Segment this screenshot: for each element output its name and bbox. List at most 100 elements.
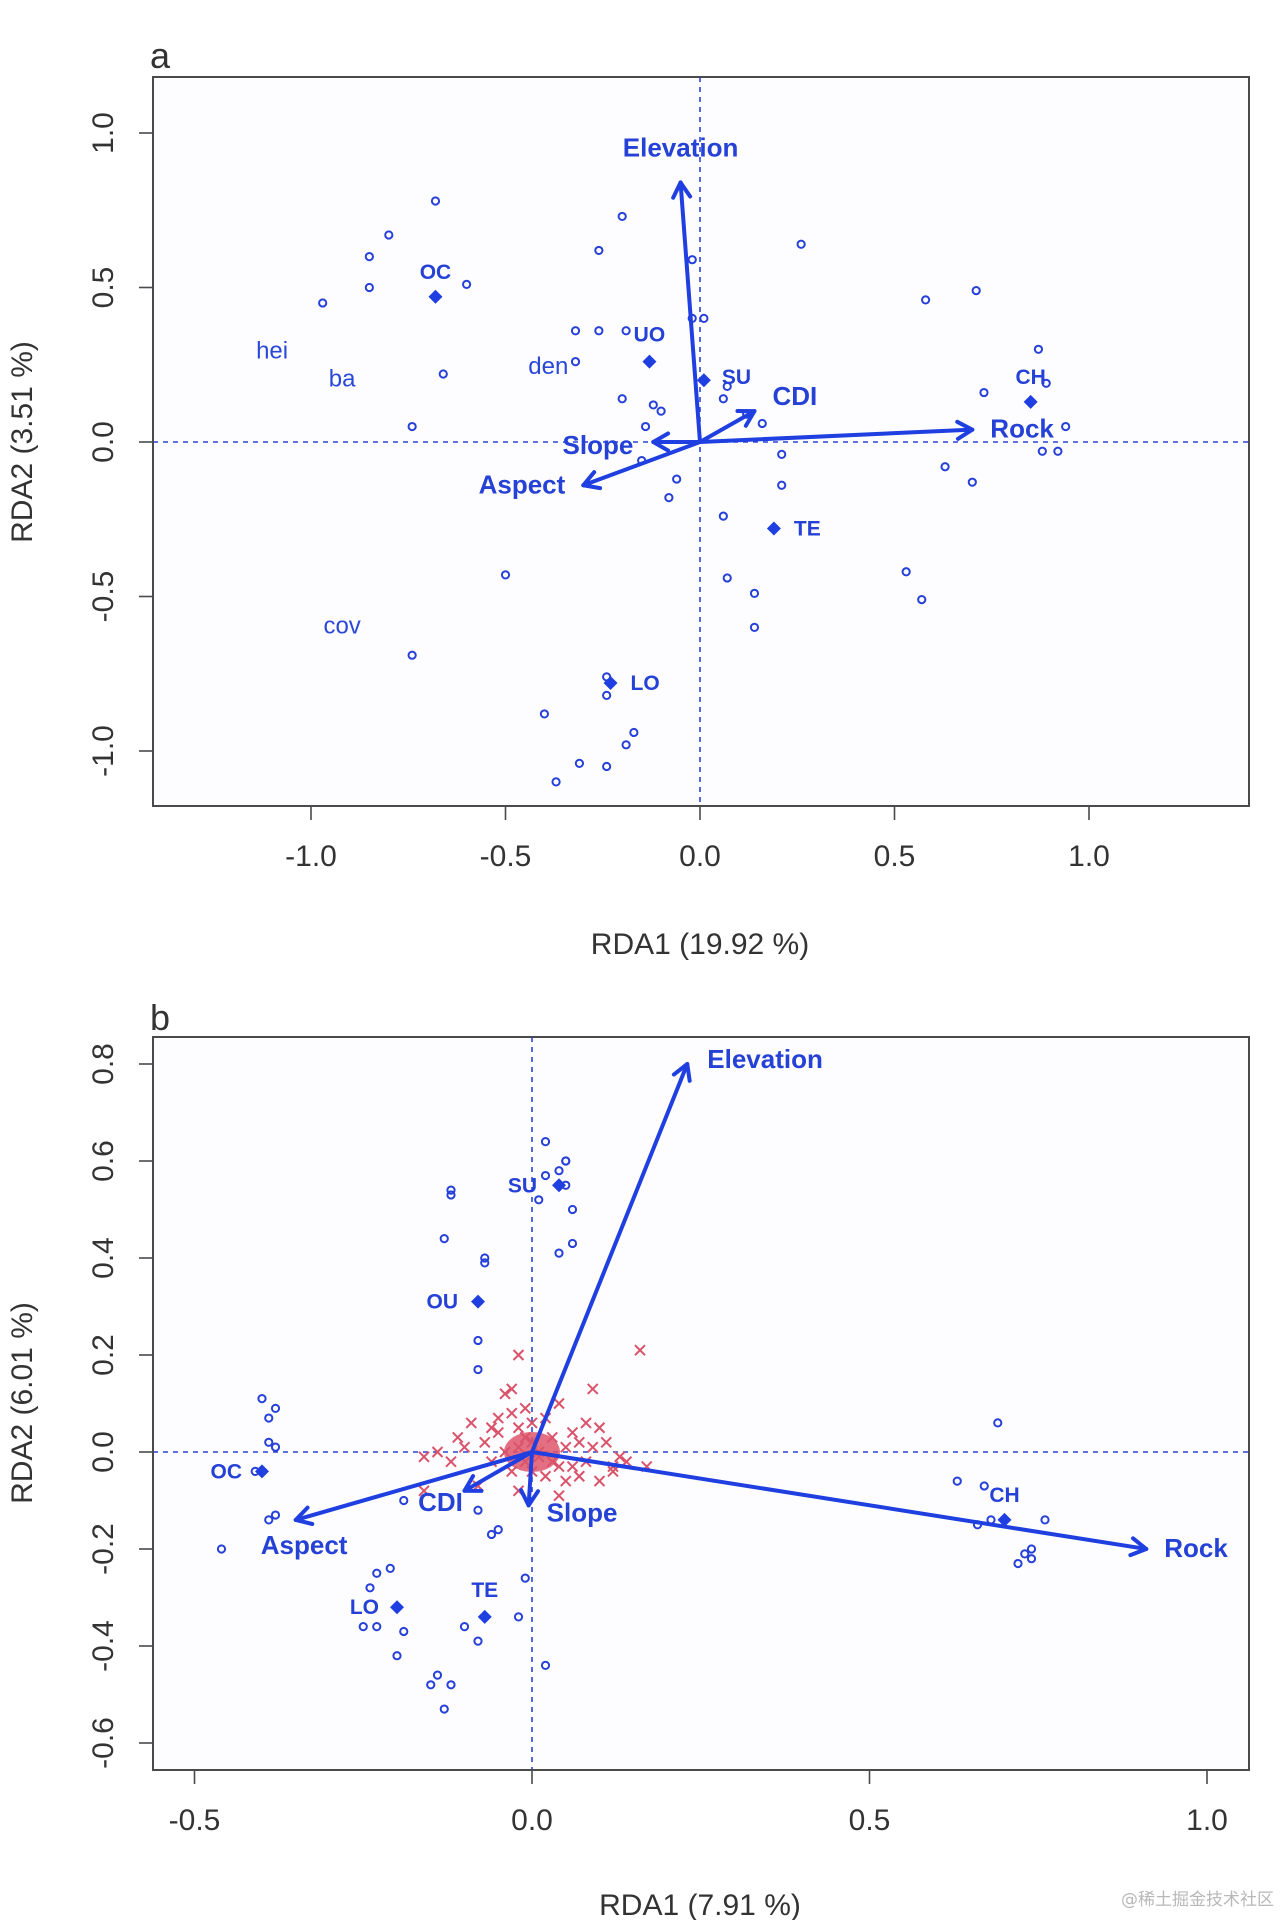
site-point — [1041, 378, 1051, 388]
species-point — [512, 1441, 525, 1453]
site-point — [500, 570, 511, 580]
x-axis-label-a: RDA1 (19.92 %) — [591, 928, 809, 961]
site-point — [672, 474, 682, 484]
site-point — [439, 1704, 449, 1714]
species-point — [553, 1460, 565, 1473]
arrows-b: Elevation Rock Aspect CDI Slope — [261, 1044, 1229, 1563]
centroid-label: SU — [722, 366, 751, 389]
site-point — [921, 295, 931, 305]
centroid-ch: CH — [989, 1484, 1020, 1527]
arrow-shaft — [293, 1450, 534, 1522]
site-point — [459, 1622, 470, 1632]
site-point — [554, 1248, 564, 1258]
species-point — [600, 1436, 612, 1449]
site-point — [372, 1622, 382, 1632]
y-tick-label: 0.5 — [87, 267, 120, 309]
site-point — [777, 449, 787, 459]
site-point — [534, 1195, 544, 1205]
y-tick-label: 0.2 — [87, 1334, 120, 1376]
arrow-shaft — [581, 440, 702, 488]
arrow-elevation: Elevation — [530, 1044, 823, 1454]
plot-frame-b — [152, 1036, 1250, 1771]
centroid-su: SU — [696, 366, 751, 389]
site-point — [917, 594, 927, 605]
species-point — [573, 1436, 585, 1449]
site-point — [699, 313, 709, 323]
panel-label-a: a — [150, 35, 171, 76]
site-point — [1040, 1515, 1050, 1525]
site-point — [540, 1170, 551, 1181]
arrow-head — [735, 408, 757, 428]
species-point — [553, 1489, 565, 1502]
site-point — [1061, 421, 1071, 432]
y-tick-label: -0.6 — [87, 1717, 120, 1769]
species-point — [560, 1441, 572, 1453]
site-point — [513, 1612, 524, 1622]
species-point — [445, 1455, 457, 1468]
arrow-label: CDI — [772, 381, 817, 411]
site-point — [971, 285, 981, 296]
arrow-head — [293, 1505, 315, 1527]
site-point — [1033, 344, 1044, 354]
watermark: @稀土掘金技术社区 — [1121, 1890, 1274, 1910]
y-tick-label: 0.0 — [87, 1431, 120, 1473]
site-point — [446, 1190, 456, 1200]
species-label: cov — [323, 613, 360, 640]
site-point — [426, 1680, 436, 1690]
arrow-label: Rock — [1164, 1533, 1228, 1563]
site-point — [480, 1258, 490, 1268]
species-point — [553, 1397, 565, 1410]
site-point — [264, 1437, 274, 1447]
centroid-uo: UO — [634, 324, 665, 369]
site-point — [664, 493, 674, 503]
arrow-head — [651, 431, 671, 453]
site-point — [1053, 446, 1063, 456]
arrow-label: Aspect — [261, 1530, 348, 1560]
site-point — [365, 1583, 375, 1593]
centroid-oc: OC — [211, 1460, 269, 1483]
species-point — [539, 1470, 552, 1482]
site-point — [430, 196, 441, 206]
x-tick-label: -0.5 — [169, 1804, 221, 1837]
arrow-label: Slope — [563, 430, 634, 460]
site-point — [777, 480, 787, 490]
site-point — [967, 477, 977, 487]
centroid-lo: LO — [603, 672, 660, 695]
site-points-b — [216, 1137, 1050, 1714]
panel-b: b -0.5 0.0 0.5 1.0 -0.6 -0.4 -0.2 0.0 0.2 0.4 0.6 0… — [6, 997, 1250, 1920]
y-tick-label: 1.0 — [87, 112, 120, 154]
site-point — [979, 1481, 989, 1491]
site-point — [399, 1495, 409, 1506]
species-point — [506, 1407, 518, 1419]
site-point — [567, 1204, 578, 1215]
species-point — [546, 1431, 558, 1444]
centroid-marker — [997, 1512, 1012, 1527]
x-tick-label: 0.0 — [679, 840, 721, 873]
species-point — [431, 1446, 444, 1458]
site-point — [570, 357, 581, 367]
site-point — [439, 1234, 449, 1244]
site-point — [385, 1563, 395, 1574]
site-point — [952, 1476, 962, 1486]
arrows-a: Elevation Rock CDI Slope Aspect — [479, 132, 1055, 499]
site-point — [940, 462, 950, 472]
site-point — [594, 326, 604, 336]
site-point — [757, 418, 767, 429]
species-point — [560, 1475, 572, 1487]
centroid-label: LO — [350, 1596, 379, 1619]
arrow-shaft — [678, 180, 702, 444]
arrow-label: Elevation — [707, 1044, 823, 1074]
site-point — [617, 394, 627, 404]
centroid-marker — [471, 1294, 485, 1309]
site-point — [540, 1660, 551, 1671]
y-tick-label: 0.6 — [87, 1140, 120, 1182]
species-point — [479, 1436, 491, 1449]
site-point — [270, 1403, 281, 1413]
site-point — [602, 761, 612, 772]
species-point — [452, 1431, 464, 1444]
y-tick-label: 0.0 — [87, 421, 120, 463]
site-point — [473, 1335, 483, 1346]
centroid-label: CH — [1015, 366, 1045, 389]
site-point — [901, 567, 911, 577]
species-point — [465, 1417, 477, 1429]
